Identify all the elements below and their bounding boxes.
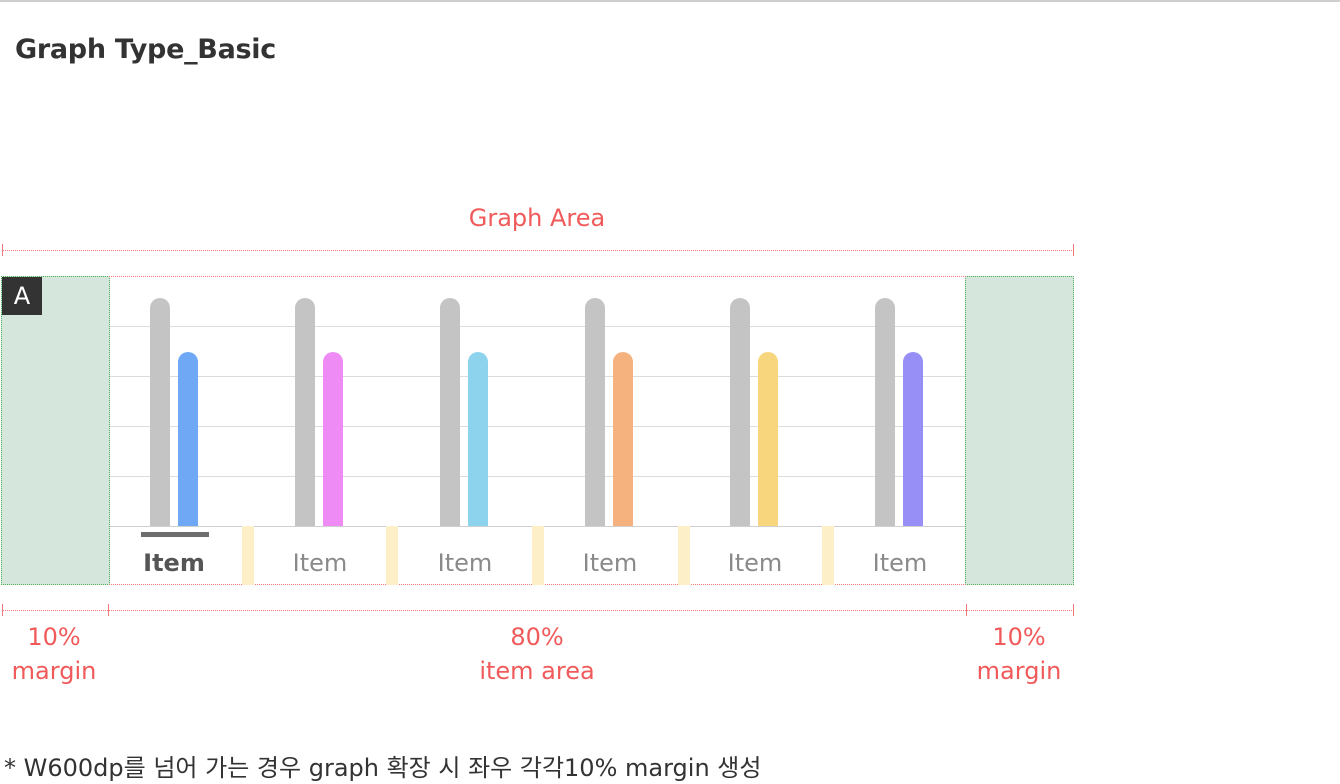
item-4-value-bar [613,352,633,526]
dimension-tick [1073,604,1074,616]
graph-area-label: Graph Area [468,204,606,232]
graph-area-dimension-line [2,250,1074,251]
section-badge: A [2,277,42,315]
left-margin-name: margin [11,657,97,685]
item-1-label[interactable]: Item [143,549,205,577]
width-dimension-line [2,610,1074,611]
item-6-base-bar [875,298,895,526]
item-5-base-bar [730,298,750,526]
right-margin-zone [965,276,1074,585]
graph-area-tick-right [1073,244,1074,256]
item-6-label[interactable]: Item [872,549,928,577]
item-gap-spacer [386,526,398,585]
gridline [110,326,965,327]
left-margin-percent: 10% [27,623,81,651]
item-5-label[interactable]: Item [727,549,783,577]
dimension-tick [108,604,109,616]
footnote: * W600dp를 넘어 가는 경우 graph 확장 시 좌우 각각10% m… [4,754,762,782]
item-gap-spacer [678,526,690,585]
right-margin-name: margin [976,657,1062,685]
graph-area-tick-left [2,244,3,256]
item-4-base-bar [585,298,605,526]
gridline [110,426,965,427]
item-3-base-bar [440,298,460,526]
item-1-value-bar [178,352,198,526]
item-gap-spacer [532,526,544,585]
item-5-value-bar [758,352,778,526]
page-title: Graph Type_Basic [15,34,276,65]
dimension-tick [966,604,967,616]
item-2-label[interactable]: Item [292,549,348,577]
right-margin-percent: 10% [992,623,1046,651]
item-gap-spacer [242,526,254,585]
item-area-name: item area [479,657,595,685]
gridline [110,376,965,377]
item-area-percent: 80% [510,623,564,651]
item-3-value-bar [468,352,488,526]
item-6-value-bar [903,352,923,526]
top-divider [0,0,1340,2]
item-2-value-bar [323,352,343,526]
gridline [110,476,965,477]
left-margin-zone [1,276,110,585]
item-2-base-bar [295,298,315,526]
item-1-base-bar [150,298,170,526]
selected-item-indicator [141,532,209,537]
item-3-label[interactable]: Item [437,549,493,577]
item-4-label[interactable]: Item [582,549,638,577]
item-gap-spacer [822,526,834,585]
dimension-tick [2,604,3,616]
